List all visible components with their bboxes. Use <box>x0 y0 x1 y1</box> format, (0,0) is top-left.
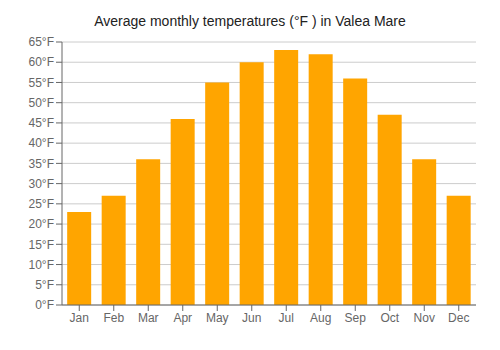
svg-text:5°F: 5°F <box>35 278 54 292</box>
svg-text:40°F: 40°F <box>29 136 54 150</box>
svg-text:30°F: 30°F <box>29 177 54 191</box>
svg-text:35°F: 35°F <box>29 157 54 171</box>
svg-text:Oct: Oct <box>380 311 399 325</box>
svg-text:50°F: 50°F <box>29 96 54 110</box>
svg-text:60°F: 60°F <box>29 55 54 69</box>
svg-text:Aug: Aug <box>310 311 331 325</box>
svg-text:Apr: Apr <box>173 311 192 325</box>
svg-text:25°F: 25°F <box>29 197 54 211</box>
svg-text:20°F: 20°F <box>29 217 54 231</box>
svg-text:65°F: 65°F <box>29 35 54 49</box>
svg-text:0°F: 0°F <box>35 298 54 312</box>
html-text:Average monthly temperatures (: Average monthly temperatures (°F ) in Va… <box>94 13 406 29</box>
svg-text:Sep: Sep <box>345 311 367 325</box>
svg-text:15°F: 15°F <box>29 238 54 252</box>
svg-text:55°F: 55°F <box>29 76 54 90</box>
svg-text:Jun: Jun <box>242 311 261 325</box>
svg-text:Feb: Feb <box>103 311 124 325</box>
svg-text:May: May <box>206 311 229 325</box>
svg-text:10°F: 10°F <box>29 258 54 272</box>
svg-text:Jul: Jul <box>279 311 294 325</box>
svg-text:45°F: 45°F <box>29 116 54 130</box>
svg-text:Jan: Jan <box>70 311 89 325</box>
svg-text:Nov: Nov <box>414 311 435 325</box>
svg-text:Mar: Mar <box>138 311 159 325</box>
svg-text:Dec: Dec <box>448 311 469 325</box>
